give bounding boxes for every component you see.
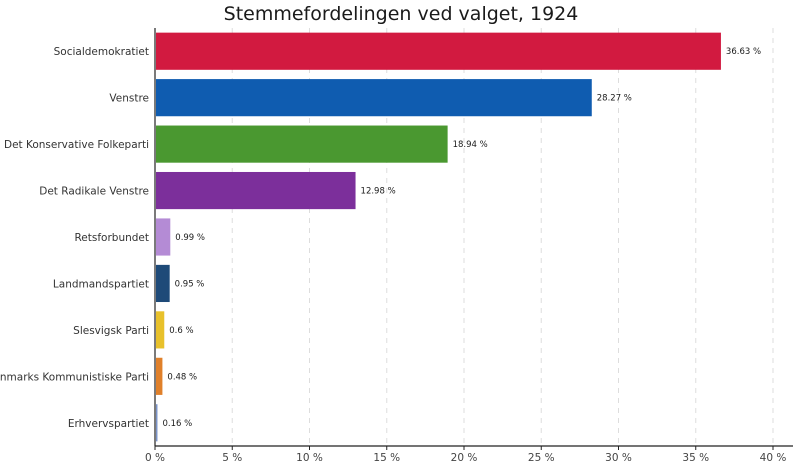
category-label-0: Socialdemokratiet	[54, 46, 149, 58]
bar-3	[156, 171, 356, 210]
bar-8	[156, 404, 158, 442]
chart-title: Stemmefordelingen ved valget, 1924	[224, 3, 579, 25]
x-tick-label-0: 0 %	[145, 452, 165, 464]
category-label-4: Retsforbundet	[74, 232, 149, 244]
value-labels: 36.63 % 28.27 % 18.94 % 12.98 % 0.99 % 0.95 %…	[162, 47, 761, 429]
value-label-5: 0.95 %	[175, 279, 205, 289]
category-label-5: Landmandspartiet	[53, 278, 149, 290]
category-label-2: Det Konservative Folkeparti	[4, 139, 149, 151]
value-label-0: 36.63 %	[726, 47, 761, 57]
value-label-6: 0.6 %	[169, 326, 193, 336]
x-axis-ticks: 0 % 5 % 10 % 15 % 20 % 25 % 30 % 35 % 40 %	[145, 446, 786, 464]
x-tick-label-7: 35 %	[682, 452, 709, 464]
bar-5	[156, 264, 170, 303]
x-tick-label-8: 40 %	[760, 452, 787, 464]
x-tick-label-1: 5 %	[222, 452, 242, 464]
category-label-7: Danmarks Kommunistiske Parti	[0, 371, 149, 383]
bar-4	[156, 218, 171, 256]
x-tick-label-6: 30 %	[605, 452, 632, 464]
category-label-8: Erhvervspartiet	[68, 418, 149, 430]
value-label-2: 18.94 %	[453, 140, 488, 150]
value-label-8: 0.16 %	[162, 419, 192, 429]
category-label-3: Det Radikale Venstre	[39, 186, 149, 198]
bar-6	[156, 311, 165, 349]
bars	[156, 32, 721, 442]
category-label-1: Venstre	[109, 93, 149, 105]
bar-7	[156, 357, 163, 395]
x-tick-label-3: 15 %	[373, 452, 400, 464]
category-label-6: Slesvigsk Parti	[73, 325, 149, 337]
x-tick-label-4: 20 %	[451, 452, 478, 464]
x-tick-label-5: 25 %	[528, 452, 555, 464]
bar-1	[156, 79, 592, 117]
value-label-4: 0.99 %	[175, 233, 205, 243]
category-labels: Socialdemokratiet Venstre Det Konservative…	[0, 46, 149, 430]
x-tick-label-2: 10 %	[296, 452, 323, 464]
value-label-7: 0.48 %	[167, 372, 197, 382]
bar-2	[156, 125, 448, 163]
value-label-1: 28.27 %	[597, 94, 632, 104]
bar-0	[156, 32, 721, 70]
value-label-3: 12.98 %	[361, 187, 396, 197]
